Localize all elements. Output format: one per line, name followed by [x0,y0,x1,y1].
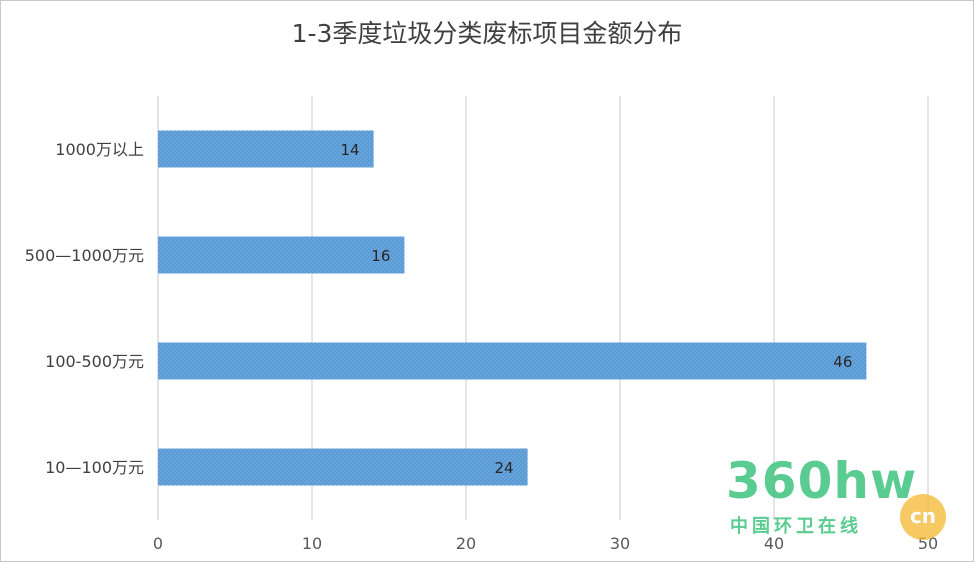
data-label: 46 [833,353,852,371]
category-label: 500—1000万元 [25,246,144,265]
bar [158,342,867,380]
x-tick-label: 0 [153,534,163,553]
watermark-badge: cn [900,494,946,540]
chart-title: 1-3季度垃圾分类废标项目金额分布 [291,19,683,48]
watermark-sub-text: 中国环卫在线 [730,516,862,537]
data-label: 24 [495,459,514,477]
bar [158,236,405,274]
x-tick-label: 10 [302,534,322,553]
category-label: 10—100万元 [45,458,144,477]
data-label: 16 [371,247,390,265]
bar [158,130,374,168]
watermark-logo: 360hw 中国环卫在线 cn [726,452,966,542]
x-tick-label: 40 [764,534,784,553]
data-label: 14 [341,141,360,159]
watermark-main-text: 360hw [726,452,918,510]
x-tick-label: 20 [456,534,476,553]
category-label: 100-500万元 [45,352,144,371]
bar [158,448,528,486]
x-tick-label: 30 [610,534,630,553]
category-label: 1000万以上 [55,140,144,159]
